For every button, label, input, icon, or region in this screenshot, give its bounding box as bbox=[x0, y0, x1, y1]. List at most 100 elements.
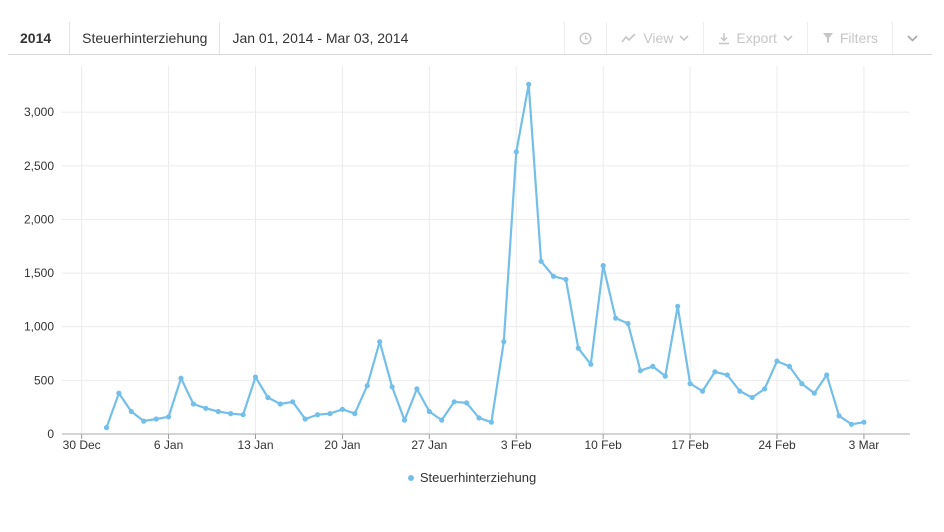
data-point bbox=[786, 363, 793, 369]
data-point bbox=[774, 358, 780, 364]
data-point bbox=[476, 415, 482, 421]
data-point bbox=[103, 425, 110, 431]
data-point bbox=[550, 273, 557, 279]
data-point bbox=[637, 368, 644, 374]
filters-button[interactable]: Filters bbox=[806, 22, 892, 54]
data-point bbox=[401, 417, 408, 423]
legend[interactable]: Steuerhinterziehung bbox=[0, 470, 944, 485]
data-point bbox=[699, 388, 706, 394]
data-point bbox=[352, 411, 358, 417]
export-button-label: Export bbox=[736, 30, 777, 46]
x-tick-label: 3 Mar bbox=[849, 438, 880, 452]
chevron-down-icon bbox=[679, 34, 689, 41]
data-point bbox=[265, 394, 271, 401]
data-point bbox=[563, 276, 569, 283]
x-tick-label: 3 Feb bbox=[501, 438, 532, 452]
data-point bbox=[811, 390, 817, 396]
data-point bbox=[526, 81, 532, 87]
data-point bbox=[488, 419, 494, 425]
data-point bbox=[451, 399, 457, 405]
data-point bbox=[327, 411, 333, 417]
data-point bbox=[861, 419, 867, 425]
data-point bbox=[364, 383, 370, 389]
x-tick-label: 30 Dec bbox=[63, 438, 101, 452]
series-layer bbox=[103, 81, 867, 431]
y-tick-label: 500 bbox=[34, 373, 54, 387]
download-icon bbox=[719, 32, 730, 44]
data-point bbox=[190, 401, 196, 407]
data-point bbox=[501, 339, 507, 345]
data-point bbox=[277, 401, 283, 407]
data-point bbox=[389, 384, 395, 390]
axes: 0 500 1,000 1,500 2,000 2,500 3,000 30 Dec 6 Jan… bbox=[24, 105, 910, 452]
view-button-label: View bbox=[643, 30, 674, 46]
data-point bbox=[290, 399, 296, 405]
series-line-steuerhinterziehung bbox=[105, 83, 865, 428]
data-point bbox=[749, 394, 755, 401]
data-point bbox=[215, 408, 221, 415]
chevron-down-icon bbox=[907, 34, 918, 42]
year-label[interactable]: 2014 bbox=[8, 22, 71, 54]
data-point bbox=[836, 413, 842, 419]
x-tick-label: 27 Jan bbox=[411, 438, 447, 452]
data-point bbox=[513, 149, 519, 155]
view-button[interactable]: View bbox=[606, 22, 703, 54]
x-tick-label: 13 Jan bbox=[237, 438, 273, 452]
data-point bbox=[178, 375, 184, 381]
x-tick-label: 6 Jan bbox=[154, 438, 183, 452]
more-menu-button[interactable] bbox=[892, 22, 932, 54]
data-point bbox=[650, 363, 656, 369]
y-tick-label: 1,000 bbox=[24, 320, 54, 334]
legend-marker bbox=[407, 474, 414, 481]
data-point bbox=[339, 406, 345, 412]
data-point bbox=[228, 411, 234, 417]
x-tick-label: 24 Feb bbox=[758, 438, 796, 452]
filter-icon bbox=[822, 33, 833, 43]
clock-button[interactable] bbox=[564, 22, 606, 54]
data-point bbox=[203, 405, 209, 411]
grid-lines bbox=[62, 66, 910, 434]
data-point bbox=[712, 369, 718, 375]
export-button[interactable]: Export bbox=[703, 22, 806, 54]
data-point bbox=[252, 374, 259, 380]
data-point bbox=[377, 339, 383, 345]
data-point bbox=[737, 388, 743, 394]
legend-label: Steuerhinterziehung bbox=[419, 470, 537, 485]
data-point bbox=[762, 386, 768, 392]
x-tick-label: 20 Jan bbox=[324, 438, 360, 452]
data-point bbox=[613, 315, 619, 321]
clock-icon bbox=[579, 31, 592, 45]
data-point bbox=[128, 408, 134, 415]
data-point bbox=[600, 263, 606, 269]
data-point bbox=[302, 416, 308, 422]
data-point bbox=[675, 303, 681, 309]
data-point bbox=[426, 408, 432, 415]
y-tick-label: 2,500 bbox=[24, 159, 54, 173]
data-point bbox=[141, 418, 147, 424]
data-point bbox=[724, 372, 730, 378]
data-point bbox=[166, 414, 172, 420]
x-tick-label: 10 Feb bbox=[584, 438, 622, 452]
trend-line-icon bbox=[621, 33, 636, 43]
date-range-picker[interactable]: Jan 01, 2014 - Mar 03, 2014 bbox=[232, 30, 409, 46]
data-point bbox=[240, 412, 246, 418]
report-toolbar: 2014 Steuerhinterziehung Jan 01, 2014 - … bbox=[8, 22, 932, 55]
data-point bbox=[687, 381, 693, 387]
data-point bbox=[625, 320, 631, 327]
data-point bbox=[464, 400, 470, 406]
data-point bbox=[538, 258, 544, 264]
y-tick-label: 3,000 bbox=[24, 105, 54, 119]
data-point bbox=[662, 373, 668, 379]
y-tick-label: 2,000 bbox=[24, 212, 54, 226]
data-point bbox=[848, 421, 855, 427]
y-tick-label: 0 bbox=[47, 427, 54, 441]
data-point bbox=[414, 386, 420, 392]
data-point bbox=[799, 381, 805, 387]
y-tick-label: 1,500 bbox=[24, 266, 54, 280]
data-point bbox=[153, 416, 159, 422]
search-term-label[interactable]: Steuerhinterziehung bbox=[70, 22, 221, 54]
filters-button-label: Filters bbox=[839, 30, 878, 46]
data-point bbox=[315, 412, 321, 418]
chevron-down-icon bbox=[783, 34, 793, 41]
